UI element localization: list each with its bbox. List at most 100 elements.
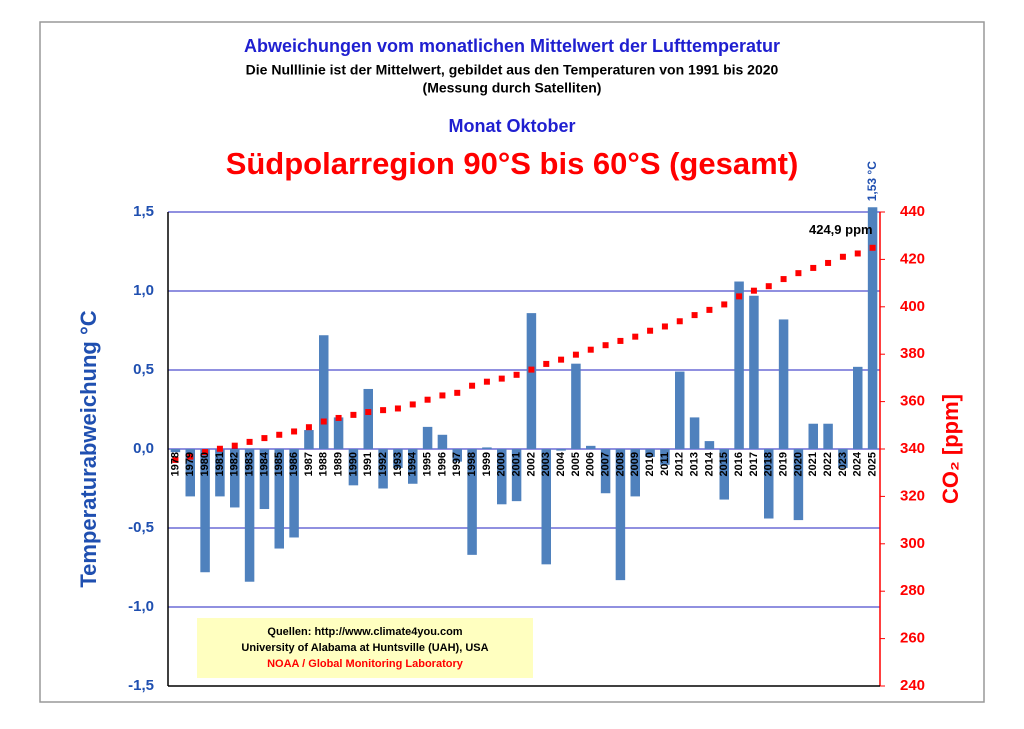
co2-marker [320,418,327,425]
bar [304,430,314,449]
y-tick-label: -1,0 [128,598,154,615]
bar [823,423,833,449]
month-label: Monat Oktober [448,116,575,136]
bar [319,335,329,449]
co2-marker [543,360,550,367]
bar [615,449,626,581]
co2-marker [261,435,268,442]
bar [467,449,477,555]
co2-marker [469,382,476,389]
bar [586,445,596,449]
co2-marker [409,401,416,408]
co2-marker [439,392,446,399]
x-tick-label: 2016 [733,452,745,476]
bar [511,449,522,502]
y-tick-label: 1,5 [133,203,154,220]
x-tick-label: 2011 [659,452,671,476]
y2-axis-label: CO₂ [ppm] [938,394,963,504]
source-text: University of Alabama at Huntsville (UAH… [241,642,488,654]
region-title: Südpolarregion 90°S bis 60°S (gesamt) [226,146,799,181]
x-tick-label: 1979 [184,452,196,476]
x-tick-label: 2020 [792,452,804,476]
bar [393,449,403,468]
bar [541,449,551,565]
x-tick-label: 2005 [570,452,582,476]
co2-marker [647,327,654,334]
x-tick-label: 1995 [421,452,433,476]
bar [452,449,462,462]
frame [39,21,985,703]
bar [853,366,863,449]
x-tick-label: 2021 [807,452,819,476]
x-tick-label: 1981 [214,452,226,476]
bar [526,313,537,449]
bar [630,449,640,497]
x-tick-label: 2013 [688,452,700,476]
bar [408,449,418,484]
co2-marker [454,389,461,396]
bar [793,449,804,521]
x-tick-label: 2003 [540,452,552,476]
value-label: 424,9 ppm [809,222,873,237]
x-tick-label: 2023 [837,452,849,476]
subtitle: Die Nulllinie ist der Mittelwert, gebild… [246,62,779,78]
x-tick-label: 1993 [392,452,404,476]
x-tick-label: 2022 [822,452,834,476]
x-tick-label: 2001 [510,452,522,476]
source-text: NOAA / Global Monitoring Laboratory [267,658,464,670]
x-tick-label: 2004 [555,451,567,476]
co2-marker [810,264,817,271]
co2-marker [839,253,846,260]
bar [497,449,507,505]
y-tick-label: 0,0 [133,440,154,457]
bar [274,449,284,549]
co2-marker [691,312,698,319]
co2-marker [424,396,431,403]
subtitle: (Messung durch Satelliten) [423,80,602,96]
bar [808,423,818,449]
co2-marker [632,333,639,340]
chart-title: Abweichungen vom monatlichen Mittelwert … [244,36,780,56]
bar [348,449,359,486]
co2-marker [276,431,283,438]
y2-tick-label: 380 [900,345,925,362]
co2-marker [587,346,594,353]
x-tick-label: 1986 [288,452,300,476]
bar [437,434,448,449]
y2-tick-label: 340 [900,440,925,457]
x-tick-label: 2002 [525,452,537,476]
bar [645,449,655,457]
bar [556,449,566,451]
co2-marker [513,371,520,378]
x-tick-label: 1990 [347,452,359,476]
bar [378,449,388,489]
x-tick-label: 1994 [407,451,419,476]
x-tick-label: 1983 [243,452,255,476]
y-tick-label: 1,0 [133,282,154,299]
x-tick-label: 1987 [303,452,315,476]
bar [289,449,299,538]
bar [719,449,729,500]
bar [600,449,611,494]
x-tick-label: 1982 [229,452,241,476]
co2-marker [750,287,757,294]
bar [230,449,240,508]
co2-marker [483,378,490,385]
bar [259,449,270,510]
value-label: 1,53 °C [865,161,879,201]
x-tick-label: 2014 [703,451,715,476]
co2-marker [869,244,876,251]
x-tick-label: 2010 [644,452,656,476]
y2-tick-label: 300 [900,535,925,552]
co2-marker [305,424,312,431]
co2-marker [365,409,372,416]
y2-tick-label: 400 [900,298,925,315]
bar [482,447,492,449]
bar [778,319,789,449]
x-tick-label: 2000 [496,452,508,476]
source-text: Quellen: http://www.climate4you.com [267,626,462,638]
co2-marker [661,323,668,330]
co2-marker [498,375,505,382]
co2-marker [765,283,772,290]
